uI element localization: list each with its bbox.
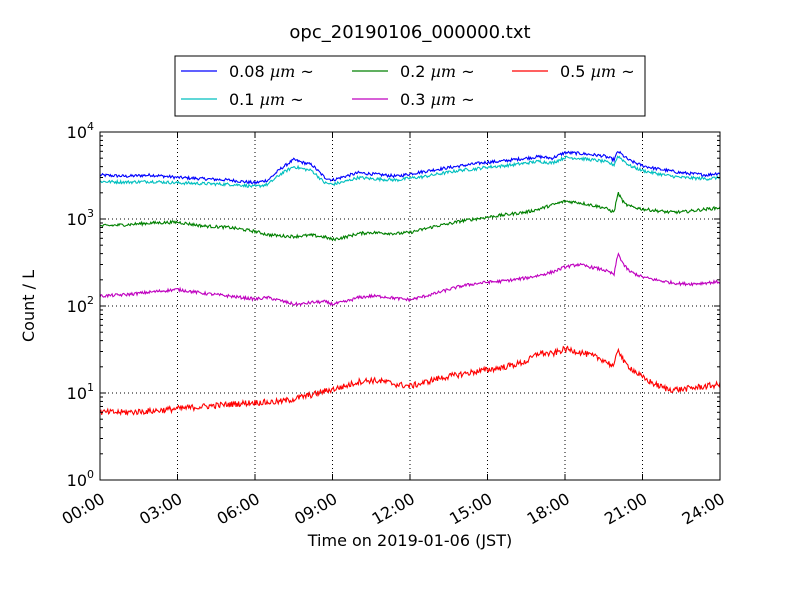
legend-label: 0.5 µm ~ — [560, 62, 635, 81]
legend-item: 0.08 µm ~ — [181, 62, 314, 81]
y-tick-label: 101 — [67, 381, 94, 403]
x-axis-label: Time on 2019-01-06 (JST) — [307, 531, 512, 550]
legend-box — [174, 55, 646, 117]
plot-area: 00:00 03:00 06:00 09:00 12:00 15:00 18:00 21:00… — [59, 120, 728, 529]
series-line — [100, 345, 720, 417]
grid — [100, 132, 720, 480]
chart-title: opc_20190106_000000.txt — [289, 22, 530, 43]
x-tick-label: 12:00 — [369, 489, 418, 529]
x-tick-label: 03:00 — [136, 489, 185, 529]
series-line — [100, 150, 720, 185]
y-tick-label: 104 — [67, 120, 94, 142]
legend-label: 0.3 µm ~ — [400, 90, 475, 109]
x-tick-label: 15:00 — [446, 489, 495, 529]
legend-item: 0.5 µm ~ — [512, 62, 635, 81]
x-tick-label: 18:00 — [524, 489, 573, 529]
x-tick-label: 06:00 — [214, 489, 263, 529]
legend-item: 0.3 µm ~ — [352, 90, 475, 109]
y-tick-label: 100 — [67, 468, 94, 490]
x-tick-label: 21:00 — [601, 489, 650, 529]
x-tick-label: 24:00 — [679, 489, 728, 529]
x-tick-label: 00:00 — [59, 489, 108, 529]
legend-label: 0.2 µm ~ — [400, 62, 475, 81]
legend: 0.08 µm ~ 0.2 µm ~ 0.5 µm ~ 0.1 µm ~ 0.3 µm … — [174, 55, 646, 117]
series-line — [100, 252, 720, 307]
legend-item: 0.2 µm ~ — [352, 62, 475, 81]
series-lines — [100, 150, 720, 417]
y-tick-label: 102 — [67, 294, 94, 316]
series-line — [100, 192, 720, 242]
legend-label: 0.08 µm ~ — [229, 62, 314, 81]
y-axis-label: Count / L — [19, 270, 38, 342]
legend-label: 0.1 µm ~ — [229, 90, 304, 109]
y-tick-label: 103 — [67, 207, 94, 229]
x-tick-label: 09:00 — [291, 489, 340, 529]
legend-item: 0.1 µm ~ — [181, 90, 304, 109]
series-line — [100, 155, 720, 189]
